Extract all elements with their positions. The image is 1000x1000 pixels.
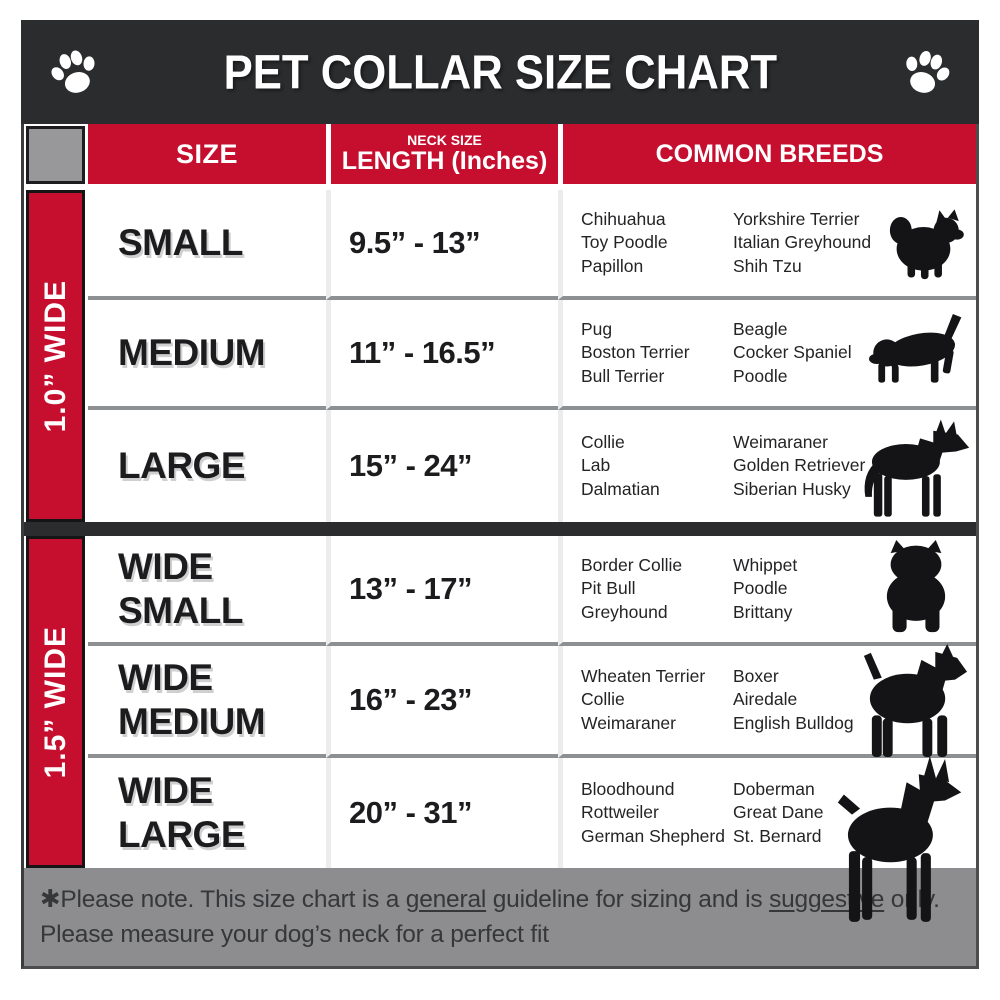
section-divider — [24, 522, 976, 536]
table-row-wide-large-neck-cell: 20” - 31” — [326, 758, 558, 868]
table-row-large-breeds-cell: Collie Lab Dalmatian Weimaraner Golden R… — [558, 410, 976, 522]
column-header-breeds-label: COMMON BREEDS — [655, 139, 884, 168]
breed-list-right: Beagle Cocker Spaniel Poodle — [733, 319, 852, 386]
breed-list-right: Whippet Poodle Brittany — [733, 555, 798, 622]
corner-cell — [26, 126, 85, 184]
table-row-wide-medium-breeds-cell: Wheaten Terrier Collie Weimaraner Boxer … — [558, 644, 976, 758]
breed-list-right: Doberman Great Dane St. Bernard — [733, 779, 824, 846]
column-header-length-label: LENGTH (Inches) — [341, 146, 548, 175]
section-label-1.5-wide: 1.5” WIDE — [26, 536, 85, 868]
breed-list-right: Boxer Airedale English Bulldog — [733, 666, 854, 733]
table-row-wide-medium-neck-cell: 16” - 23” — [326, 646, 558, 758]
table-row-small-breeds-cell: Chihuahua Toy Poodle Papillon Yorkshire … — [558, 190, 976, 300]
page-title: PET COLLAR SIZE CHART — [223, 44, 777, 100]
section-label-text: 1.0” WIDE — [38, 279, 72, 433]
doberman-dog-silhouette-icon — [837, 756, 962, 922]
breed-list-left: Bloodhound Rottweiler German Shepherd — [581, 779, 725, 846]
table-row-wide-small-size-cell: WIDE SMALL — [88, 536, 326, 646]
column-header-size: SIZE — [88, 124, 326, 190]
footer-note-line2: Please measure your dog’s neck for a per… — [40, 920, 549, 948]
breed-list-left: Wheaten Terrier Collie Weimaraner — [581, 666, 706, 733]
size-label: SMALL — [118, 222, 243, 264]
neck-size-value: 15” - 24” — [349, 448, 473, 483]
note-underlined-general: general — [405, 886, 487, 913]
column-header-neck-size: NECK SIZE LENGTH (Inches) — [326, 124, 558, 190]
column-header-neck-sub-label: NECK SIZE — [407, 131, 482, 148]
table-row-wide-large-breeds-cell: Bloodhound Rottweiler German Shepherd Do… — [558, 756, 976, 922]
size-chart-sheet: PET COLLAR SIZE CHART SIZE NECK SIZE LEN… — [21, 20, 979, 969]
footer-note-line1: ✱Please note. This size chart is a gener… — [40, 883, 958, 918]
pomeranian-dog-silhouette-icon — [889, 209, 964, 280]
bulldog-dog-silhouette-icon — [886, 539, 946, 632]
table-row-wide-medium-size-cell: WIDE MEDIUM — [88, 646, 326, 758]
size-label: WIDE MEDIUM — [118, 657, 266, 742]
paw-print-icon — [51, 50, 95, 93]
breed-list-left: Collie Lab Dalmatian — [581, 432, 660, 499]
neck-size-value: 13” - 17” — [349, 571, 473, 606]
table-row-wide-small-neck-cell: 13” - 17” — [326, 536, 558, 646]
table-row-medium-neck-cell: 11” - 16.5” — [326, 300, 558, 410]
table-row-large-size-cell: LARGE — [88, 410, 326, 522]
section-label-1.0-wide: 1.0” WIDE — [26, 190, 85, 522]
neck-size-value: 9.5” - 13” — [349, 225, 481, 260]
pitbull-dog-silhouette-icon — [863, 644, 968, 758]
note-text: guideline for sizing and is — [486, 886, 770, 913]
size-label: MEDIUM — [118, 332, 266, 374]
size-table: SIZE NECK SIZE LENGTH (Inches) COMMON BR… — [24, 124, 976, 922]
table-row-medium-breeds-cell: Pug Boston Terrier Bull Terrier Beagle C… — [558, 300, 976, 410]
neck-size-value: 20” - 31” — [349, 795, 473, 830]
table-row-large-neck-cell: 15” - 24” — [326, 410, 558, 522]
breed-list-left: Border Collie Pit Bull Greyhound — [581, 555, 683, 622]
breed-list-right: Weimaraner Golden Retriever Siberian Hus… — [733, 432, 866, 499]
breed-list-right: Yorkshire Terrier Italian Greyhound Shih… — [733, 209, 872, 276]
neck-size-value: 16” - 23” — [349, 682, 473, 717]
footer-note: ✱Please note. This size chart is a gener… — [24, 868, 976, 966]
breed-list-left: Chihuahua Toy Poodle Papillon — [581, 209, 668, 276]
table-row-wide-small-breeds-cell: Border Collie Pit Bull Greyhound Whippet… — [558, 536, 976, 646]
table-row-wide-large-size-cell: WIDE LARGE — [88, 758, 326, 868]
breed-list-left: Pug Boston Terrier Bull Terrier — [581, 319, 690, 386]
beagle-dog-silhouette-icon — [869, 313, 962, 383]
column-header-common-breeds: COMMON BREEDS — [558, 124, 976, 190]
section-label-text: 1.5” WIDE — [38, 625, 72, 779]
table-row-small-neck-cell: 9.5” - 13” — [326, 190, 558, 300]
paw-print-icon — [906, 50, 950, 93]
table-frame: SIZE NECK SIZE LENGTH (Inches) COMMON BR… — [21, 124, 979, 969]
table-row-medium-size-cell: MEDIUM — [88, 300, 326, 410]
size-label: WIDE LARGE — [118, 770, 246, 855]
column-header-size-label: SIZE — [175, 138, 238, 169]
header-bar: PET COLLAR SIZE CHART — [21, 20, 979, 124]
table-row-small-size-cell: SMALL — [88, 190, 326, 300]
shepherd-dog-silhouette-icon — [864, 419, 970, 518]
neck-size-value: 11” - 16.5” — [349, 335, 496, 370]
note-text: ✱Please note. This size chart is a — [40, 886, 406, 913]
size-label: WIDE SMALL — [118, 546, 243, 631]
size-label: LARGE — [118, 445, 246, 487]
